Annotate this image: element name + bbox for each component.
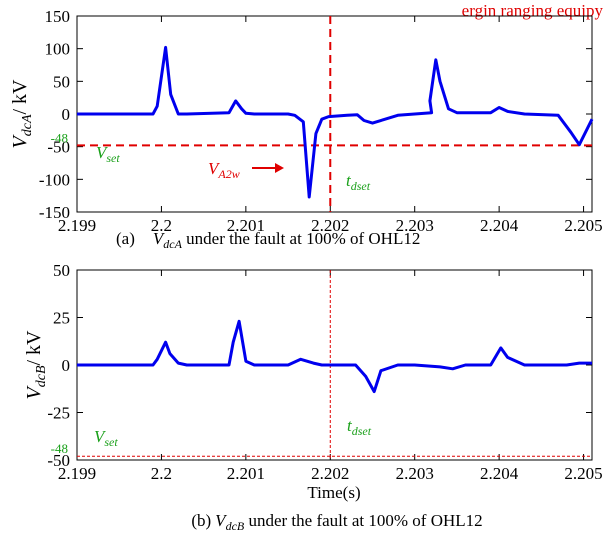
panel-b-y-axis-label: VdcB/ kV [23, 330, 49, 400]
y-tick-label: 0 [62, 356, 71, 375]
y-tick-label: -50 [47, 451, 70, 470]
panel-a-va2w-arrow [252, 163, 284, 173]
x-tick-label: 2.2 [151, 464, 172, 483]
x-tick-label: 2.199 [58, 464, 96, 483]
x-tick-label: 2.201 [227, 216, 265, 235]
panel-b-caption: (b) VdcB under the fault at 100% of OHL12 [191, 511, 482, 533]
panel-a-vset-label: Vset [96, 143, 120, 165]
x-tick-label: 2.204 [480, 216, 519, 235]
x-tick-label: 2.205 [564, 216, 602, 235]
y-tick-label: -25 [47, 404, 70, 423]
panel-b: 50 25 0 -25 -50 2.199 2.2 2.201 2.202 2.203 2.204… [23, 261, 603, 533]
y-tick-label: 50 [53, 72, 70, 91]
top-text-fragment: ergin ranging equipy [462, 1, 603, 20]
x-tick-label: 2.205 [564, 464, 602, 483]
panel-b-vset-label: Vset [94, 427, 118, 449]
panel-a-caption: (a) VdcA under the fault at 100% of OHL12 [116, 229, 420, 251]
panel-a-series-line [77, 45, 594, 199]
panel-a-y-axis-label: VdcA/ kV [9, 79, 35, 149]
x-tick-label: 2.202 [311, 216, 349, 235]
y-tick-label: -100 [39, 170, 70, 189]
panel-b-x-axis-label: Time(s) [307, 483, 360, 502]
x-tick-label: 2.203 [396, 464, 434, 483]
panel-a-threshold-label: -48 [51, 130, 68, 145]
y-tick-label: -150 [39, 203, 70, 222]
x-tick-label: 2.201 [227, 464, 265, 483]
panel-a-tdset-label: tdset [346, 171, 371, 193]
x-tick-label: 2.203 [396, 216, 434, 235]
panel-b-x-tick-labels: 2.199 2.2 2.201 2.202 2.203 2.204 2.205 [58, 464, 603, 483]
y-tick-label: 100 [45, 40, 71, 59]
x-tick-label: 2.204 [480, 464, 519, 483]
panel-b-tdset-label: tdset [347, 416, 372, 438]
y-tick-label: 0 [62, 105, 71, 124]
panel-b-threshold-label: -48 [51, 441, 68, 456]
panel-b-series-line [77, 319, 592, 394]
y-tick-label: -50 [47, 138, 70, 157]
panel-a-va2w-label: VA2w [208, 159, 240, 181]
panel-a-y-tick-labels: 150 100 50 0 -50 -100 -150 [39, 7, 70, 222]
panel-a-x-tick-labels: 2.199 2.2 2.201 2.202 2.203 2.204 2.205 [58, 216, 603, 235]
x-tick-label: 2.199 [58, 216, 96, 235]
x-tick-label: 2.202 [311, 464, 349, 483]
panel-b-y-tick-labels: 50 25 0 -25 -50 [47, 261, 70, 470]
y-tick-label: 50 [53, 261, 70, 280]
x-tick-label: 2.2 [151, 216, 172, 235]
y-tick-label: 25 [53, 309, 70, 328]
y-tick-label: 150 [45, 7, 71, 26]
